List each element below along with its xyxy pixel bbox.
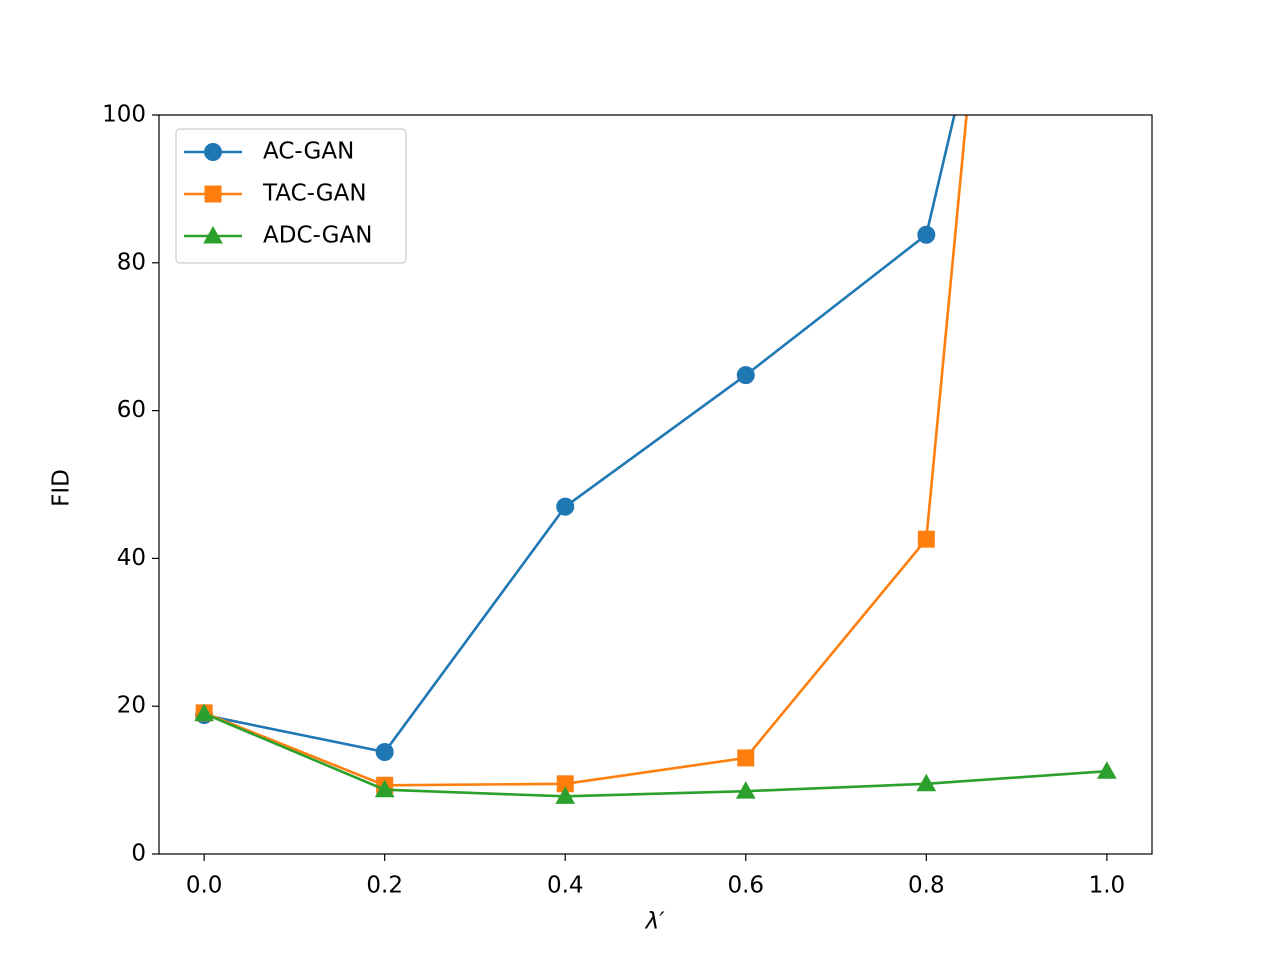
plot-area (194, 115, 1117, 804)
data-point (375, 743, 394, 762)
legend-box (175, 128, 407, 264)
data-point (556, 497, 575, 516)
x-tick-label: 0.0 (186, 873, 223, 899)
y-tick-label: 100 (102, 102, 146, 128)
x-tick-label: 0.4 (547, 873, 584, 899)
y-tick-label: 20 (117, 693, 146, 719)
y-tick-label: 80 (117, 249, 146, 275)
y-tick-label: 40 (117, 545, 146, 571)
data-point (555, 786, 576, 804)
y-tick-label: 0 (131, 841, 146, 867)
data-point (917, 530, 935, 548)
x-tick-label: 0.2 (366, 873, 403, 899)
data-point (917, 225, 936, 244)
y-axis-label: FID (49, 469, 75, 507)
legend-marker (203, 225, 223, 244)
data-point (374, 779, 395, 798)
x-tick-label: 0.8 (908, 873, 945, 899)
plot-frame (158, 114, 1153, 855)
x-tick-label: 0.6 (727, 873, 764, 899)
series-line (203, 712, 1107, 798)
legend-label: ADC-GAN (263, 223, 372, 249)
legend-marker (204, 143, 222, 161)
series-line (203, 115, 956, 754)
series-line (203, 115, 968, 787)
legend-label: AC-GAN (263, 139, 354, 165)
data-point (916, 773, 937, 792)
data-point (194, 703, 214, 722)
x-axis-label: λ′ (644, 909, 666, 935)
data-point (1097, 761, 1117, 779)
legend-label: TAC-GAN (262, 181, 367, 207)
x-tick-label: 1.0 (1089, 873, 1126, 899)
data-point (736, 366, 755, 385)
y-tick-label: 60 (117, 397, 146, 423)
data-point (737, 749, 755, 767)
legend-marker (204, 185, 222, 203)
data-point (735, 781, 756, 799)
